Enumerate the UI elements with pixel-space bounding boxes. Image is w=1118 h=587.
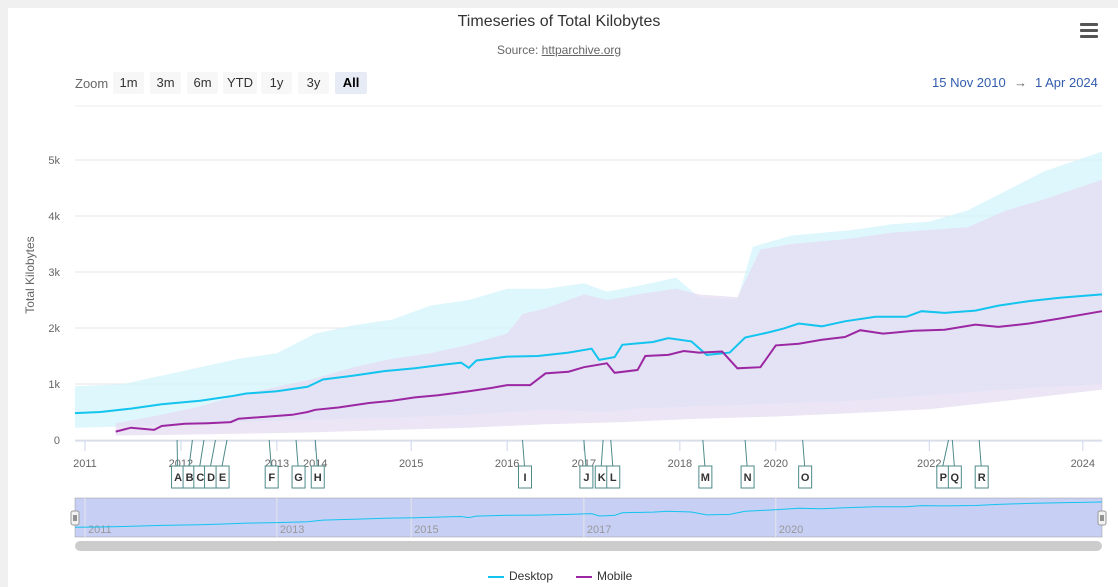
annotation-flag <box>215 465 230 489</box>
zoom-button-3m[interactable]: 3m <box>150 72 181 94</box>
x-tick-label: 2016 <box>495 458 519 470</box>
annotation-flag <box>264 465 279 489</box>
annotation-connector <box>600 439 604 467</box>
annotation-flag <box>517 465 532 489</box>
annotation-flag-label: B <box>186 472 194 484</box>
annotation-connector <box>583 439 587 467</box>
y-tick-label: 3k <box>48 267 60 279</box>
y-tick-label: 4k <box>48 211 60 223</box>
range-from-input[interactable]: 15 Nov 2010 <box>932 75 1006 90</box>
annotation-connector <box>521 439 525 467</box>
annotation-flag <box>947 465 962 489</box>
x-tick-label: 2011 <box>73 458 97 470</box>
navigator-selection <box>74 497 1103 538</box>
source-link[interactable]: httparchive.org <box>541 43 622 57</box>
navigator-tick-label: 2011 <box>88 524 112 536</box>
annotation-connector <box>314 439 318 467</box>
range-arrow: → <box>1014 75 1027 90</box>
y-tick-label: 0 <box>54 435 60 447</box>
navigator-tick-label: 2015 <box>414 524 438 536</box>
annotation-flag <box>291 465 306 489</box>
annotation-connector <box>702 439 706 467</box>
annotation-flag-label: K <box>598 472 606 484</box>
annotation-flag-label: O <box>801 472 810 484</box>
annotation-connector <box>295 439 299 467</box>
annotation-flag-label: L <box>610 472 617 484</box>
annotation-connector <box>610 439 614 467</box>
annotation-connector <box>188 439 193 467</box>
annotation-connector <box>199 439 205 467</box>
navigator-tick-label: 2020 <box>779 524 803 536</box>
source-prefix: Source: <box>496 43 542 57</box>
annotation-connector <box>802 439 806 467</box>
annotation-flag-label: N <box>744 472 752 484</box>
x-tick-label: 2020 <box>764 458 788 470</box>
annotation-flag-label: P <box>940 472 947 484</box>
legend-label-mobile: Mobile <box>597 569 633 583</box>
grip-handle-icon <box>1097 510 1107 526</box>
mobile-series-line <box>115 310 1103 433</box>
annotation-connector <box>942 439 949 467</box>
zoom-button-3y[interactable]: 3y <box>298 72 329 94</box>
x-tick-label: 2015 <box>399 458 423 470</box>
x-tick-label: 2018 <box>668 458 692 470</box>
zoom-button-ytd[interactable]: YTD <box>223 72 257 94</box>
zoom-button-1m[interactable]: 1m <box>113 72 144 94</box>
chart-subtitle: Source: httparchive.org <box>0 43 1118 57</box>
annotation-connector <box>951 439 955 467</box>
y-tick-label: 2k <box>48 323 60 335</box>
annotation-connector <box>978 439 982 467</box>
range-to-input[interactable]: 1 Apr 2024 <box>1035 75 1098 90</box>
annotation-flag <box>606 465 621 489</box>
annotation-flag-label: E <box>219 472 226 484</box>
legend-swatch-desktop <box>488 575 504 578</box>
x-tick-label: 2024 <box>1071 458 1095 470</box>
annotation-flag-label: Q <box>951 472 960 484</box>
annotation-connector <box>210 439 216 467</box>
navigator-handle-left[interactable] <box>70 510 80 526</box>
annotation-flag-label: R <box>978 472 986 484</box>
annotation-flag-label: G <box>294 472 303 484</box>
zoom-button-all[interactable]: All <box>335 72 367 94</box>
annotation-flag-label: F <box>268 472 275 484</box>
annotation-flag-label: J <box>583 472 589 484</box>
annotation-flag <box>740 465 755 489</box>
desktop-series-line <box>74 293 1103 415</box>
y-axis-title: Total Kilobytes <box>23 236 37 313</box>
navigator-series-line <box>74 501 1103 528</box>
y-tick-label: 5k <box>48 155 60 167</box>
annotation-flag-label: D <box>207 472 215 484</box>
mobile-range-band <box>115 179 1102 436</box>
annotation-flag-label: A <box>174 472 182 484</box>
hamburger-menu-icon[interactable] <box>1078 20 1100 40</box>
zoom-button-1y[interactable]: 1y <box>261 72 292 94</box>
annotation-flag <box>310 465 325 489</box>
navigator-tick-label: 2017 <box>587 524 611 536</box>
grip-handle-icon <box>70 510 80 526</box>
annotation-flag-label: H <box>314 472 322 484</box>
navigator-handle-right[interactable] <box>1097 510 1107 526</box>
legend-item-desktop[interactable]: Desktop <box>488 569 553 583</box>
legend-swatch-mobile <box>576 575 592 578</box>
legend-label-desktop: Desktop <box>509 569 554 583</box>
annotation-flag-label: I <box>523 472 526 484</box>
annotation-flag <box>698 465 713 489</box>
annotation-connector <box>268 439 272 467</box>
annotation-flag-label: C <box>196 472 204 484</box>
annotation-flag <box>974 465 989 489</box>
annotation-flag <box>798 465 813 489</box>
x-tick-label: 2022 <box>917 458 941 470</box>
annotation-connector <box>221 439 228 467</box>
zoom-button-6m[interactable]: 6m <box>187 72 218 94</box>
annotation-flag-label: M <box>701 472 710 484</box>
legend-item-mobile[interactable]: Mobile <box>576 569 632 583</box>
navigator-tick-label: 2013 <box>280 524 304 536</box>
zoom-label: Zoom <box>75 76 109 91</box>
annotation-flag <box>579 465 594 489</box>
y-tick-label: 1k <box>48 379 60 391</box>
annotation-connector <box>744 439 748 467</box>
navigator-scrollbar[interactable] <box>75 541 1102 551</box>
chart-title: Timeseries of Total Kilobytes <box>457 13 661 30</box>
